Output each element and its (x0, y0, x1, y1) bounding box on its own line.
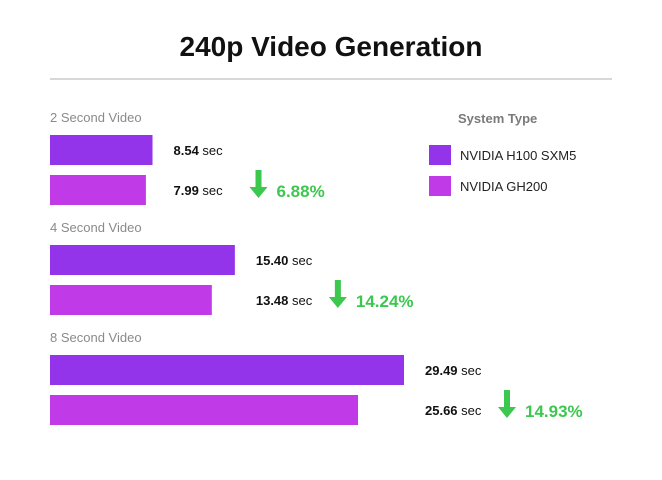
value-number: 25.66 (425, 403, 458, 418)
value-label: 29.49 sec (425, 363, 482, 378)
value-unit: sec (288, 293, 312, 308)
value-unit: sec (199, 143, 223, 158)
category-label: 2 Second Video (50, 110, 142, 125)
down-arrow-icon (498, 390, 516, 418)
bar (50, 175, 146, 205)
value-unit: sec (288, 253, 312, 268)
improvement-label: 14.24% (356, 292, 414, 311)
bar (50, 285, 212, 315)
value-label: 7.99 sec (174, 183, 224, 198)
value-number: 8.54 (174, 143, 200, 158)
value-label: 15.40 sec (256, 253, 313, 268)
bar (50, 135, 153, 165)
down-arrow-icon (249, 170, 268, 198)
category-label: 4 Second Video (50, 220, 142, 235)
value-number: 29.49 (425, 363, 458, 378)
value-unit: sec (458, 403, 482, 418)
legend-title: System Type (458, 111, 537, 126)
value-unit: sec (458, 363, 482, 378)
improvement-label: 6.88% (277, 182, 325, 201)
value-label: 13.48 sec (256, 293, 313, 308)
category-label: 8 Second Video (50, 330, 142, 345)
value-label: 8.54 sec (174, 143, 224, 158)
legend-swatch (429, 176, 451, 196)
legend-label: NVIDIA H100 SXM5 (460, 148, 576, 163)
value-number: 7.99 (174, 183, 199, 198)
value-number: 13.48 (256, 293, 289, 308)
improvement-label: 14.93% (525, 402, 583, 421)
legend-label: NVIDIA GH200 (460, 179, 547, 194)
down-arrow-icon (328, 280, 347, 308)
value-label: 25.66 sec (425, 403, 482, 418)
bar (50, 245, 235, 275)
legend: NVIDIA H100 SXM5 NVIDIA GH200 (429, 145, 576, 196)
bar (50, 395, 359, 425)
chart-title: 240p Video Generation (180, 31, 483, 62)
value-number: 15.40 (256, 253, 289, 268)
bar (50, 355, 404, 385)
value-unit: sec (199, 183, 223, 198)
legend-swatch (429, 145, 451, 165)
